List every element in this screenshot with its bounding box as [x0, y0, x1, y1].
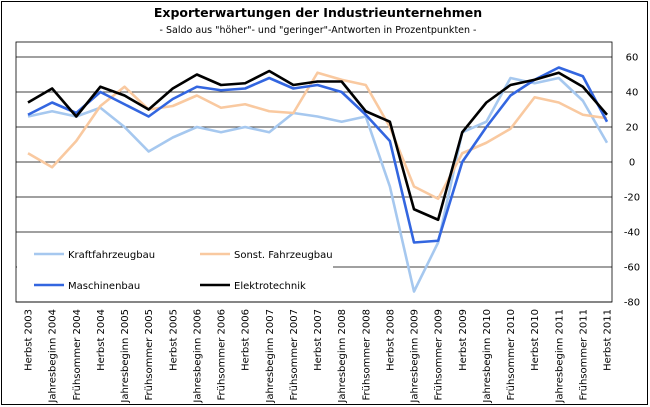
x-tick-label: Herbst 2003 [24, 309, 35, 371]
y-tick-label: -80 [624, 298, 640, 309]
x-tick-label: Frühsommer 2007 [289, 309, 300, 401]
series-line [27, 66, 609, 244]
x-tick-label: Frühsommer 2009 [434, 309, 445, 401]
x-tick-label: Herbst 2005 [168, 309, 179, 371]
x-tick-label: Herbst 2007 [313, 309, 324, 371]
series-line [27, 69, 608, 222]
y-tick-label: 40 [626, 88, 639, 99]
x-tick-label: Frühsommer 2008 [361, 309, 372, 401]
y-tick-label: -40 [624, 228, 640, 239]
legend-label: Kraftfahrzeugbau [68, 250, 155, 261]
x-tick-label: Frühsommer 2005 [144, 309, 155, 401]
x-tick-label: Herbst 2008 [385, 309, 396, 371]
y-tick-label: -20 [624, 193, 640, 204]
legend-box [17, 243, 333, 298]
x-tick-label: Herbst 2011 [603, 309, 614, 371]
x-tick-label: Jahresbeginn 2008 [337, 309, 348, 404]
y-tick-label: 20 [626, 123, 639, 134]
x-tick-label: Jahresbeginn 2006 [192, 309, 203, 404]
x-tick-label: Frühsommer 2004 [72, 309, 83, 401]
x-tick-label: Jahresbeginn 2007 [265, 309, 276, 404]
x-tick-label: Herbst 2006 [241, 309, 252, 371]
x-tick-label: Frühsommer 2011 [578, 309, 589, 401]
x-tick-label: Jahresbeginn 2010 [482, 309, 493, 404]
x-tick-label: Jahresbeginn 2009 [410, 309, 421, 404]
x-tick-label: Herbst 2009 [458, 309, 469, 371]
series-line [27, 76, 609, 293]
chart-subtitle: - Saldo aus "höher"- und "geringer"-Antw… [160, 25, 477, 36]
legend-label: Elektrotechnik [234, 281, 306, 292]
chart-title: Exporterwartungen der Industrieunternehm… [154, 5, 482, 20]
series-line [27, 71, 608, 201]
x-tick-label: Herbst 2010 [530, 309, 541, 371]
y-tick-label: 60 [626, 53, 639, 64]
x-tick-label: Herbst 2004 [96, 309, 107, 371]
x-tick-label: Jahresbeginn 2005 [120, 309, 131, 404]
y-tick-label: -60 [624, 263, 640, 274]
legend-label: Sonst. Fahrzeugbau [234, 250, 333, 261]
y-tick-label: 0 [629, 158, 635, 169]
x-tick-label: Frühsommer 2006 [217, 309, 228, 401]
x-tick-label: Jahresbeginn 2004 [48, 309, 59, 404]
legend-label: Maschinenbau [68, 281, 140, 292]
x-tick-label: Frühsommer 2010 [506, 309, 517, 401]
x-tick-label: Jahresbeginn 2011 [554, 309, 565, 404]
